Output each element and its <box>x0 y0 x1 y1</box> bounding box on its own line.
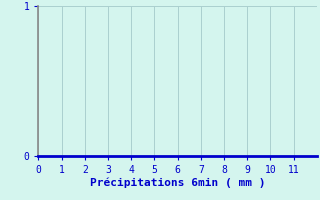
X-axis label: Précipitations 6min ( mm ): Précipitations 6min ( mm ) <box>90 178 265 188</box>
